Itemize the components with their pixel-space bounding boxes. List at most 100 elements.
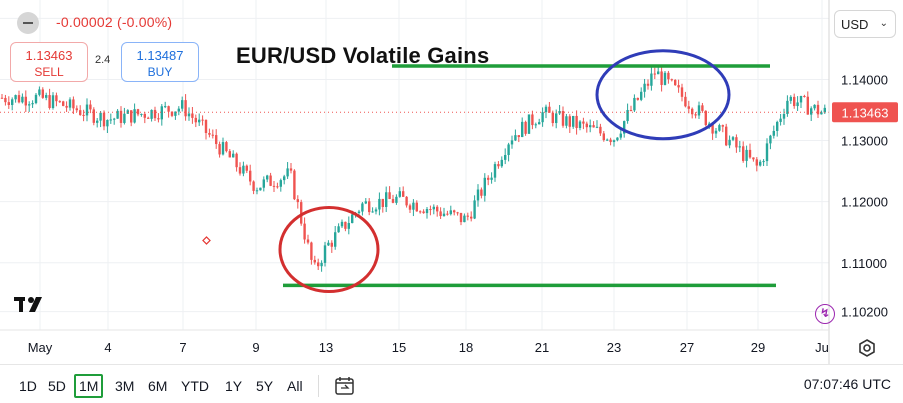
candle-body [765,143,769,162]
candle-body [388,192,391,199]
candle-body [191,113,194,118]
candle-body [221,142,225,155]
candle-body [806,96,809,115]
candle-body [459,212,463,223]
timeframe-6m[interactable]: 6M [148,378,168,394]
candle-body [133,109,136,123]
candle-body [691,108,694,115]
timeframe-ytd[interactable]: YTD [181,378,209,394]
candle-body [786,100,789,115]
candle-body [504,154,507,160]
candle-body [578,121,582,128]
candle-body [334,232,337,247]
candle-body [136,109,140,115]
x-tick-label: May [28,340,53,355]
candle-body [422,211,425,214]
candle-body [85,104,89,116]
candle-body [249,170,252,182]
candle-body [215,135,218,145]
candle-body [585,123,588,128]
candle-body [24,96,27,106]
candle-body [187,113,191,117]
candle-body [323,245,327,263]
candle-body [14,95,17,100]
candle-body [493,164,497,178]
candle-body [391,198,395,203]
candle-body [544,106,548,113]
candle-body [262,179,265,188]
candle-body [310,242,313,260]
candle-body [606,139,609,141]
candle-body [429,209,432,211]
candle-body [714,130,718,134]
candle-body [201,119,204,121]
candle-body [143,113,146,118]
candle-body [269,175,272,186]
candle-body [38,89,41,95]
candle-body [500,159,503,167]
candle-body [327,242,330,246]
candle-body [810,108,813,115]
low-volatility-circle [278,206,380,293]
candle-body [548,106,551,113]
candle-body [813,104,816,109]
candle-body [589,125,592,128]
candle-body [602,133,605,141]
candle-body [449,210,452,215]
candle-body [317,262,320,267]
x-tick-label: 4 [104,340,111,355]
candle-body [255,190,259,192]
candle-body [748,149,752,158]
candle-body [109,119,112,121]
timeframe-1y[interactable]: 1Y [225,378,243,394]
candle-body [368,201,371,213]
candle-body [527,114,531,134]
candle-body [619,133,622,138]
candle-body [266,175,269,180]
candle-body [446,213,449,215]
sell-button[interactable]: 1.13463 SELL [10,42,88,82]
candle-body [167,106,170,112]
candle-body [708,123,711,126]
candle-body [330,242,333,247]
candle-body [130,110,133,123]
y-tick-label: 1.12000 [841,195,888,210]
candle-body [582,121,585,124]
candle-body [653,73,656,75]
high-volatility-circle [595,49,731,141]
lightning-icon[interactable]: ↯ [815,304,835,324]
sell-price: 1.13463 [25,48,73,63]
x-tick-label: 18 [459,340,473,355]
candle-body [184,100,187,117]
calendar-goto-icon[interactable] [334,376,356,396]
timeframe-1m[interactable]: 1M [74,374,104,398]
timeframe-all[interactable]: All [287,378,303,394]
candle-body [28,104,31,106]
candle-body [568,116,571,127]
candle-body [408,205,412,210]
candle-body [371,211,374,213]
timeframe-5y[interactable]: 5Y [256,378,274,394]
candle-body [670,79,673,81]
candle-body [592,125,595,128]
bottom-toolbar: 1D 5D 1M 3M 6M YTD 1Y 5Y All 07:07:46 UT… [0,364,903,403]
candle-body [521,121,524,138]
candle-body [752,157,755,160]
candle-body [235,153,238,168]
timeframe-5d[interactable]: 5D [48,378,66,394]
timeframe-1d[interactable]: 1D [19,378,37,394]
candle-body [21,96,24,103]
candle-body [490,177,493,180]
candle-body [4,97,7,103]
candle-body [0,97,4,99]
candle-body [453,210,456,213]
settings-icon[interactable] [857,338,877,358]
buy-button[interactable]: 1.13487 BUY [121,42,199,82]
collapse-toggle-icon[interactable] [17,12,39,34]
candle-body [238,167,242,174]
timeframe-3m[interactable]: 3M [115,378,135,394]
candle-body [731,137,735,140]
candle-body [663,72,667,85]
currency-select[interactable]: USD ⌄ [834,10,896,38]
